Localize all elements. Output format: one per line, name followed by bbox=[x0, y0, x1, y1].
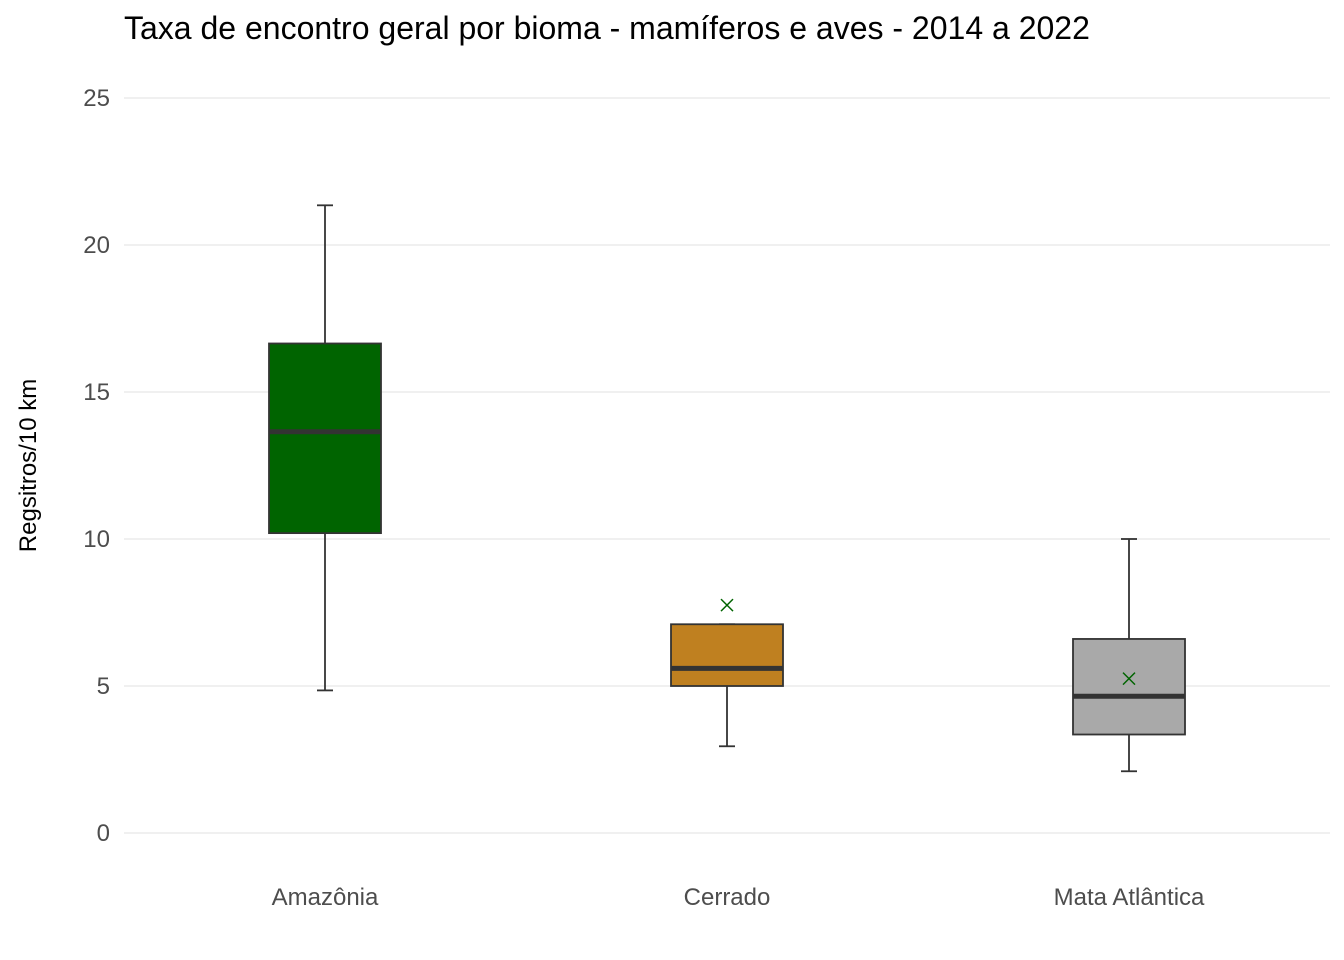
box-series bbox=[268, 204, 1186, 773]
box-iqr bbox=[268, 342, 382, 535]
box-iqr bbox=[670, 623, 784, 687]
y-axis-label: Regsitros/10 km bbox=[15, 379, 42, 552]
y-axis-ticks: 0 5 10 15 20 25 bbox=[83, 85, 110, 847]
x-axis-ticks: Amazônia Cerrado Mata Atlântica bbox=[272, 884, 1205, 911]
box-cerrado bbox=[670, 598, 784, 748]
y-tick-label: 15 bbox=[83, 379, 110, 406]
y-tick-label: 25 bbox=[83, 85, 110, 112]
outlier-point bbox=[720, 598, 734, 612]
y-tick-label: 0 bbox=[97, 820, 110, 847]
x-tick-label: Amazônia bbox=[272, 884, 379, 911]
y-tick-label: 20 bbox=[83, 232, 110, 259]
x-tick-label: Mata Atlântica bbox=[1054, 884, 1205, 911]
box-amazônia bbox=[268, 204, 382, 692]
x-tick-label: Cerrado bbox=[684, 884, 771, 911]
chart-title: Taxa de encontro geral por bioma - mamíf… bbox=[124, 10, 1090, 46]
outlier-point bbox=[1122, 672, 1136, 686]
box-mata-atlântica bbox=[1072, 538, 1186, 773]
y-tick-label: 5 bbox=[97, 673, 110, 700]
box-iqr bbox=[1072, 638, 1186, 736]
y-tick-label: 10 bbox=[83, 526, 110, 553]
